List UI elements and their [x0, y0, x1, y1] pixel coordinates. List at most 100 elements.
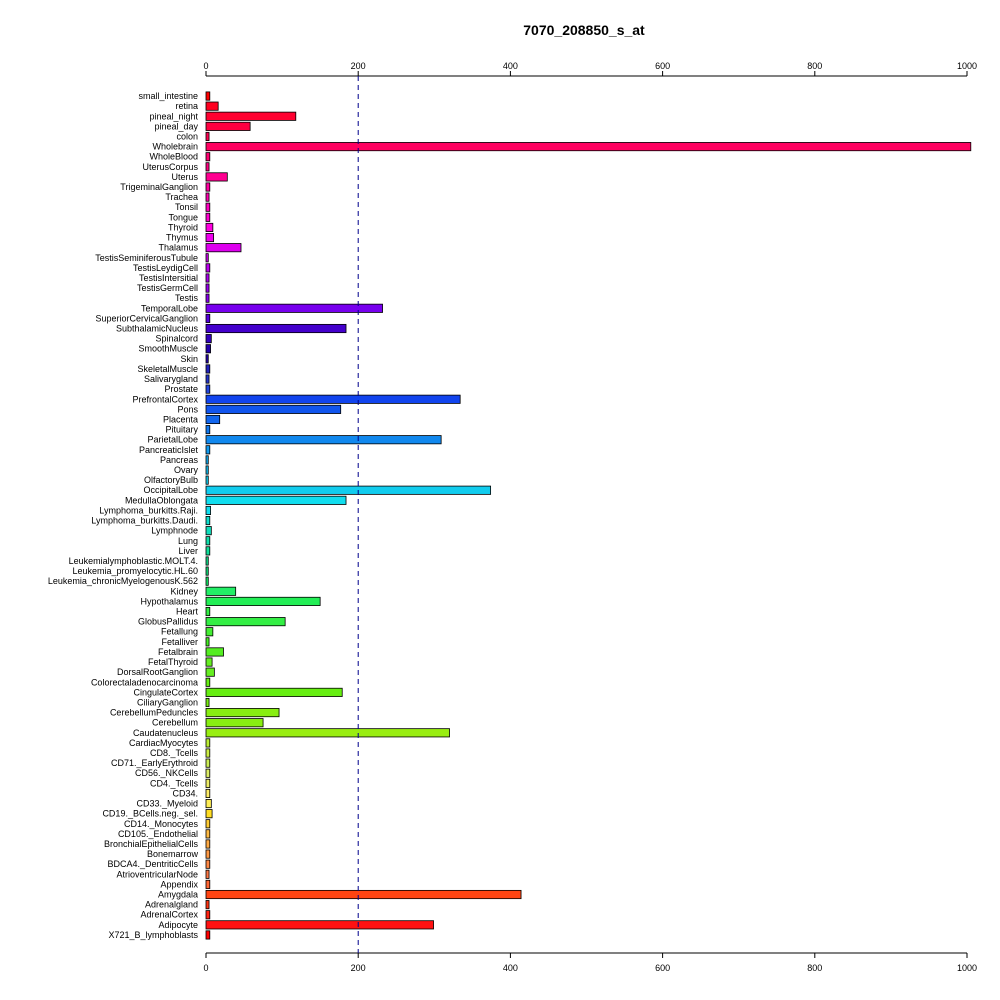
bar: [205, 303, 383, 313]
category-label: SkeletalMuscle: [137, 364, 198, 374]
bar: [205, 920, 434, 930]
category-label: CiliaryGanglion: [137, 697, 198, 707]
bar: [205, 293, 210, 303]
bars-group: [205, 91, 972, 940]
category-label: pineal_day: [154, 121, 198, 131]
category-label: OlfactoryBulb: [144, 475, 198, 485]
category-label: Adipocyte: [158, 920, 198, 930]
bar: [205, 647, 224, 657]
bar: [205, 253, 209, 263]
bar: [205, 526, 212, 536]
category-label: TemporalLobe: [141, 303, 198, 313]
bar: [205, 576, 209, 586]
bar: [205, 586, 237, 596]
category-label: MedullaOblongata: [125, 495, 198, 505]
bar: [205, 516, 211, 526]
category-label: CD8._Tcells: [150, 748, 199, 758]
bar: [205, 131, 210, 142]
bar: [205, 364, 211, 374]
category-label: Lymphnode: [151, 526, 198, 536]
category-label: CD4._Tcells: [150, 778, 199, 788]
top-tick-label: 400: [503, 61, 518, 71]
bar: [205, 566, 209, 576]
bar: [205, 222, 214, 232]
chart-title: 7070_208850_s_at: [523, 22, 645, 38]
category-label: Uterus: [171, 172, 198, 182]
bar: [205, 556, 209, 566]
bar: [205, 384, 211, 394]
category-label: Adrenalgland: [145, 900, 198, 910]
bar: [205, 91, 211, 101]
category-label: PancreaticIslet: [139, 445, 199, 455]
bar: [205, 617, 286, 627]
bar: [205, 930, 211, 940]
category-label: Caudatenucleus: [133, 728, 199, 738]
category-label: pineal_night: [149, 111, 198, 121]
category-label: Leukemia_chronicMyelogenousK.562: [48, 576, 198, 586]
top-tick-label: 800: [807, 61, 822, 71]
category-label: Kidney: [170, 586, 198, 596]
top-tick-label: 0: [203, 61, 208, 71]
category-label: Heart: [176, 607, 199, 617]
category-label: Fetalbrain: [158, 647, 198, 657]
bar: [205, 829, 211, 839]
bar: [205, 404, 342, 414]
bar: [205, 344, 211, 354]
bar: [205, 758, 211, 768]
bar: [205, 111, 297, 121]
category-label: ParietalLobe: [147, 435, 198, 445]
category-label: Leukemialymphoblastic.MOLT.4.: [69, 556, 198, 566]
category-label: CD14._Monocytes: [124, 819, 199, 829]
category-label: Hypothalamus: [140, 596, 198, 606]
top-x-axis: 0 200 400 600 800 1000: [203, 61, 977, 77]
category-label: TestisIntersitial: [139, 273, 198, 283]
bar: [205, 354, 209, 364]
bar: [205, 849, 211, 859]
bar: [205, 495, 347, 505]
bar: [205, 182, 211, 192]
bar: [205, 869, 210, 879]
category-label: TestisLeydigCell: [133, 263, 198, 273]
bar: [205, 334, 212, 344]
category-label: UterusCorpus: [142, 162, 198, 172]
category-label: Placenta: [163, 414, 198, 424]
bar: [205, 910, 211, 920]
bottom-tick-label: 600: [655, 963, 670, 973]
bar: [205, 455, 209, 465]
category-label: Cerebellum: [152, 718, 198, 728]
category-label: Bonemarrow: [147, 849, 199, 859]
category-label: Trachea: [165, 192, 198, 202]
bar: [205, 697, 210, 708]
category-label: Pons: [177, 404, 198, 414]
bar: [205, 202, 211, 212]
category-label: Spinalcord: [155, 334, 198, 344]
category-label: CD56._NKCells: [135, 768, 199, 778]
category-label: Lymphoma_burkitts.Raji.: [99, 505, 198, 515]
bar: [205, 435, 442, 445]
bar: [205, 809, 213, 819]
category-label: Skin: [180, 354, 198, 364]
category-label: TrigeminalGanglion: [120, 182, 198, 192]
bar: [205, 596, 321, 606]
top-tick-label: 200: [351, 61, 366, 71]
bar: [205, 313, 211, 323]
bar: [205, 101, 219, 111]
bar: [205, 475, 209, 485]
bar: [205, 667, 215, 677]
bar: [205, 505, 211, 515]
bar: [205, 263, 211, 273]
category-label: Thymus: [166, 233, 199, 243]
category-label: PrefrontalCortex: [132, 394, 198, 404]
bar: [205, 859, 211, 869]
category-label: Tonsil: [175, 202, 198, 212]
bar: [205, 283, 210, 293]
category-label: SuperiorCervicalGanglion: [95, 313, 198, 323]
bar: [205, 273, 210, 283]
category-label: Fetallung: [161, 627, 198, 637]
bar: [205, 212, 211, 222]
bar: [205, 728, 450, 738]
category-label: BronchialEpithelialCells: [104, 839, 199, 849]
category-label: Lung: [178, 536, 198, 546]
category-label: X721_B_lymphoblasts: [108, 930, 198, 940]
